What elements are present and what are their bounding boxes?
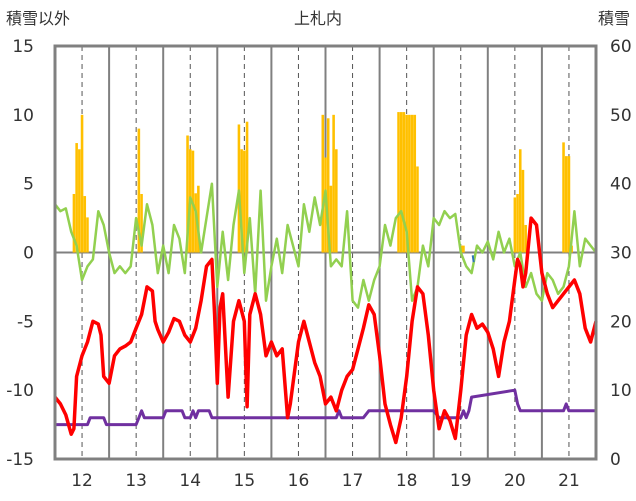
snow-bar — [326, 118, 330, 253]
green-series-line — [54, 182, 597, 309]
series-lines — [53, 182, 598, 445]
x-tick-label: 12 — [71, 471, 93, 491]
snow-bar — [72, 193, 76, 253]
right-tick-labels: 60 50 40 30 20 10 0 — [610, 37, 632, 470]
x-tick-label: 13 — [125, 471, 147, 491]
snow-bar — [405, 114, 408, 253]
left-tick-labels: 15 10 5 0 -5 -10 -15 — [6, 37, 34, 470]
left-tick-label: 0 — [23, 244, 34, 264]
left-axis-title: 積雪以外 — [6, 9, 70, 28]
snow-bar — [240, 149, 243, 253]
right-axis-title: 積雪 — [598, 9, 630, 28]
snow-bar — [567, 156, 571, 253]
right-tick-label: 0 — [610, 450, 621, 470]
right-tick-label: 50 — [610, 106, 632, 126]
snow-bar — [564, 156, 568, 253]
snow-bar — [402, 112, 406, 253]
right-tick-label: 10 — [610, 381, 632, 401]
right-tick-label: 60 — [610, 37, 632, 57]
red-series-line — [53, 216, 598, 445]
snow-bar — [462, 245, 465, 253]
left-tick-label: -5 — [17, 312, 34, 332]
x-tick-label: 19 — [450, 471, 472, 491]
snow-bar — [137, 128, 141, 253]
left-tick-label: 5 — [23, 175, 34, 195]
snow-bar — [399, 112, 403, 253]
x-tick-label: 15 — [234, 471, 256, 491]
x-tick-label: 17 — [342, 471, 364, 491]
snow-bar — [397, 112, 400, 253]
snow-bar — [416, 166, 419, 253]
snow-bar — [83, 196, 87, 253]
blue-series-line — [471, 255, 475, 263]
snow-bar — [335, 149, 338, 253]
right-tick-label: 40 — [610, 175, 632, 195]
x-tick-label: 16 — [288, 471, 310, 491]
left-tick-label: -15 — [6, 450, 34, 470]
snow-bar — [80, 114, 84, 253]
snow-bar — [410, 114, 414, 253]
snow-bar — [237, 124, 241, 253]
snow-bar — [75, 143, 78, 253]
x-tick-label: 18 — [396, 471, 418, 491]
snow-bar — [413, 114, 417, 253]
snow-bar — [86, 217, 89, 253]
snow-bar — [332, 114, 335, 253]
right-tick-label: 20 — [610, 312, 632, 332]
left-tick-label: -10 — [6, 381, 34, 401]
snow-bar — [197, 185, 200, 253]
snow-bar — [329, 185, 333, 253]
snow-bar — [521, 169, 525, 253]
x-tick-label: 14 — [179, 471, 201, 491]
snow-bar — [516, 193, 519, 253]
snow-bar — [460, 245, 464, 253]
left-tick-label: 10 — [12, 106, 34, 126]
snow-bar — [513, 197, 517, 253]
chart-title: 上札内 — [294, 9, 342, 28]
snow-bar — [140, 193, 143, 253]
snow-bar — [243, 150, 246, 253]
snow-bar — [518, 149, 522, 253]
snow-bar — [562, 142, 565, 253]
left-tick-label: 15 — [12, 37, 34, 57]
snow-bar — [321, 114, 325, 253]
snow-bar — [524, 224, 527, 253]
snow-bar — [186, 135, 189, 253]
purple-series-line — [55, 388, 596, 427]
snow-bar — [245, 121, 249, 253]
snow-bar — [408, 114, 411, 253]
x-tick-labels: 12 13 14 15 16 17 18 19 20 21 — [71, 471, 580, 491]
snow-bar — [78, 149, 81, 253]
snow-bar — [194, 193, 197, 253]
x-tick-label: 20 — [504, 471, 526, 491]
plot-frame — [53, 44, 598, 461]
right-tick-label: 30 — [610, 244, 632, 264]
x-tick-label: 21 — [558, 471, 580, 491]
